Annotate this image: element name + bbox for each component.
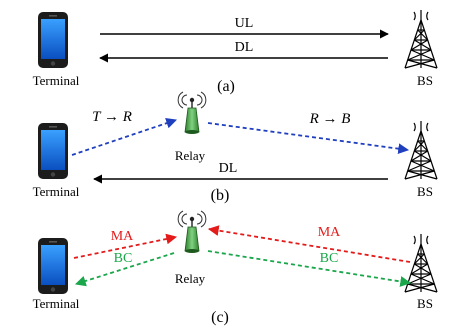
tower-icon <box>404 9 438 69</box>
caption-a: (a) <box>217 78 235 95</box>
relay-antenna-icon <box>177 210 207 254</box>
terminal-label-a: Terminal <box>33 73 80 88</box>
phone-icon <box>38 123 68 179</box>
r-to-b-label: R → B <box>309 111 351 127</box>
panel-a: Terminal BS UL DL (a) <box>33 9 438 95</box>
caption-b: (b) <box>211 187 230 204</box>
phone-icon <box>38 238 68 294</box>
downlink-label-a: DL <box>235 40 254 55</box>
terminal-label-c: Terminal <box>33 296 80 311</box>
ma-arrow-left <box>73 233 178 259</box>
bs-label-c: BS <box>417 296 433 311</box>
relay-label-b: Relay <box>175 148 206 163</box>
terminal-label-b: Terminal <box>33 184 80 199</box>
tower-icon <box>404 120 438 180</box>
r-to-b-arrow <box>207 122 410 155</box>
bc-label-left: BC <box>114 251 133 266</box>
downlink-label-b: DL <box>219 161 238 176</box>
ma-label-right: MA <box>318 225 341 240</box>
t-to-r-label: T → R <box>92 109 132 125</box>
panel-b: Terminal Relay BS T → R R → B DL (b) <box>33 91 438 204</box>
bc-label-right: BC <box>320 251 339 266</box>
bc-arrow-left <box>74 252 175 287</box>
t-to-r-arrow <box>71 117 178 156</box>
panel-c: Terminal Relay BS MA BC MA BC (c) <box>33 210 438 326</box>
ma-label-left: MA <box>111 229 134 244</box>
bs-label-b: BS <box>417 184 433 199</box>
caption-c: (c) <box>211 309 229 326</box>
uplink-label: UL <box>235 16 254 31</box>
relay-label-c: Relay <box>175 271 206 286</box>
ma-arrow-right <box>207 225 411 263</box>
relay-antenna-icon <box>177 91 207 135</box>
bc-arrow-right <box>207 250 412 287</box>
bs-label-a: BS <box>417 73 433 88</box>
phone-icon <box>38 12 68 68</box>
